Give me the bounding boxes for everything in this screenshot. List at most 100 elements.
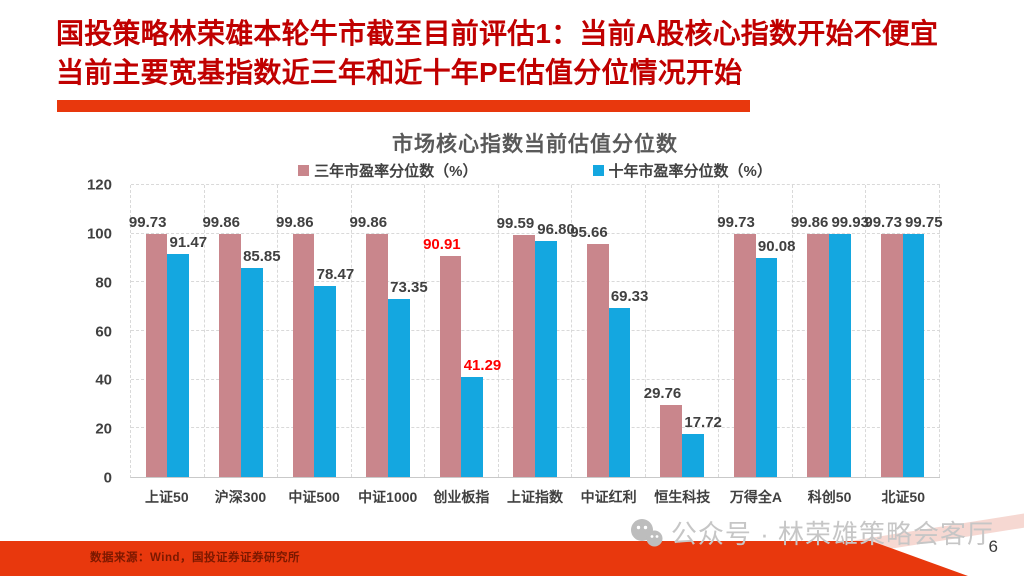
bar-10yr-pe [167, 254, 190, 477]
gridline [131, 232, 940, 234]
gridline [131, 184, 940, 185]
bar-pair [131, 185, 204, 477]
x-axis-category: 中证1000 [358, 489, 418, 505]
y-tick-label: 20 [95, 420, 112, 438]
bar-group: 99.86 73.35 [350, 185, 428, 477]
bar-value-label: 99.73 [864, 214, 902, 232]
bar-3yr-pe [439, 255, 462, 477]
slide-title-line2: 当前主要宽基指数近三年和近十年PE估值分位情况开始 [56, 57, 743, 89]
legend-item-3yr-pe: 三年市盈率分位数（%） [298, 160, 478, 181]
bar-value-label: 99.75 [905, 214, 943, 232]
legend-swatch-blue [592, 165, 604, 176]
bar-value-label: 99.93 [831, 213, 869, 231]
legend-swatch-pink [298, 165, 310, 176]
bar-pair [719, 185, 792, 477]
slide-title: 国投策略林荣雄本轮牛市截至目前评估1：当前A股核心指数开始不便宜 当前主要宽基指… [56, 14, 1006, 92]
bar-value-label: 96.80 [537, 221, 575, 239]
y-tick-label: 0 [103, 469, 112, 487]
bar-10yr-pe [240, 268, 263, 477]
bar-pair [866, 185, 939, 477]
bar-10yr-pe [387, 298, 410, 477]
bar-10yr-pe [535, 241, 557, 477]
bar-3yr-pe [880, 234, 903, 477]
bar-pair [572, 185, 645, 477]
bar-value-label: 99.86 [349, 214, 388, 232]
bar-10yr-pe [755, 257, 778, 477]
bar-3yr-pe [366, 234, 388, 477]
bar-pair [646, 185, 719, 477]
legend-item-10yr-pe: 十年市盈率分位数（%） [592, 160, 772, 181]
bar-value-label: 99.59 [496, 214, 535, 232]
y-tick-label: 120 [86, 176, 112, 194]
bar-3yr-pe [586, 244, 609, 477]
y-tick-label: 60 [95, 323, 112, 340]
bar-pair [425, 185, 498, 477]
bar-group: 90.91 41.29 [423, 185, 501, 477]
bar-pair [205, 185, 278, 477]
bar-value-label: 73.35 [390, 278, 428, 296]
bar-10yr-pe [461, 376, 484, 477]
bar-value-label: 85.85 [243, 248, 281, 266]
x-axis-category: 中证红利 [580, 489, 637, 505]
bar-value-label: 78.47 [316, 266, 355, 284]
y-tick-label: 100 [86, 225, 112, 243]
bar-10yr-pe [682, 433, 704, 477]
x-axis-category: 中证500 [288, 489, 340, 505]
x-axis-category: 北证50 [881, 489, 926, 505]
x-axis-category: 上证指数 [507, 489, 564, 505]
bar-value-label: 99.73 [717, 214, 755, 232]
bar-value-label: 29.76 [643, 384, 682, 402]
bar-group: 99.86 78.47 [276, 185, 354, 477]
bar-3yr-pe [292, 234, 315, 477]
bar-value-label: 90.08 [757, 237, 796, 255]
slide-title-line1: 国投策略林荣雄本轮牛市截至目前评估1：当前A股核心指数开始不便宜 [56, 18, 939, 49]
bar-3yr-pe [807, 234, 830, 477]
bar-3yr-pe [513, 234, 535, 477]
market-valuation-chart: 市场核心指数当前估值分位数 三年市盈率分位数（%） 十年市盈率分位数（%） 0 2… [60, 128, 950, 523]
watermark-text: 公众号 · 林荣雄策略会客厅 [670, 519, 994, 549]
bar-value-label: 41.29 [463, 356, 502, 374]
bar-value-label: 90.91 [423, 235, 461, 253]
x-axis-category: 科创50 [807, 489, 852, 505]
bar-value-label: 99.73 [128, 214, 167, 232]
bar-group: 29.76 17.72 [644, 185, 722, 477]
bar-value-label: 91.47 [169, 234, 208, 252]
bar-group: 95.66 69.33 [570, 185, 648, 477]
bar-value-label: 99.86 [790, 214, 829, 232]
bar-pair [352, 185, 425, 477]
chart-legend: 三年市盈率分位数（%） 十年市盈率分位数（%） [130, 160, 940, 181]
y-tick-label: 80 [95, 274, 112, 292]
bar-10yr-pe [608, 308, 631, 477]
y-tick-label: 40 [95, 371, 112, 389]
bar-group: 99.73 99.75 [864, 185, 943, 477]
bar-pair [793, 185, 866, 477]
chart-title: 市场核心指数当前估值分位数 [392, 133, 678, 156]
bar-value-label: 95.66 [570, 224, 608, 242]
x-axis-category: 万得全A [729, 489, 782, 505]
page-number: 6 [988, 537, 998, 556]
wechat-watermark: 公众号 · 林荣雄策略会客厅 [629, 514, 994, 551]
source-note: 数据来源：Wind，国投证券证券研究所 [90, 552, 300, 564]
bar-value-label: 17.72 [684, 413, 722, 431]
bar-group: 99.73 91.47 [129, 185, 207, 477]
bar-group: 99.86 85.85 [202, 185, 281, 477]
bar-pair [278, 185, 351, 477]
x-axis-category: 创业板指 [433, 489, 490, 505]
y-axis: 0 20 40 60 80 100 120 [60, 177, 122, 487]
x-axis-category: 上证50 [145, 489, 189, 505]
bar-group: 99.73 90.08 [717, 185, 795, 477]
bar-pair [499, 185, 572, 477]
bar-group: 99.59 96.80 [497, 185, 575, 477]
bar-10yr-pe [829, 233, 851, 477]
bar-value-label: 69.33 [610, 288, 649, 306]
bar-group: 99.86 99.93 [791, 185, 869, 477]
footer-band [0, 541, 968, 576]
bar-3yr-pe [219, 234, 241, 477]
bar-10yr-pe [314, 286, 337, 477]
bar-3yr-pe [145, 234, 168, 477]
legend-label-10yr-pe: 十年市盈率分位数（%） [608, 163, 772, 180]
bar-3yr-pe [733, 234, 756, 477]
legend-label-3yr-pe: 三年市盈率分位数（%） [314, 163, 478, 180]
x-axis-category: 沪深300 [214, 489, 267, 505]
title-underline [57, 100, 750, 112]
